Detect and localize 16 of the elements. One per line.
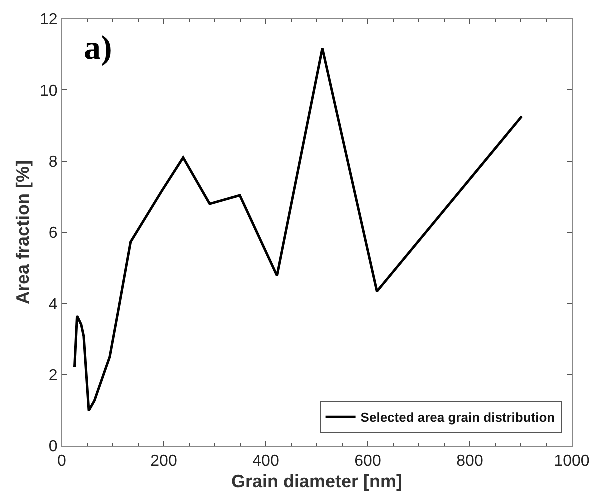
x-tick-label: 1000 xyxy=(554,453,590,470)
y-tick-label: 6 xyxy=(48,225,58,242)
y-tick-label: 12 xyxy=(40,12,58,29)
y-tick-label: 4 xyxy=(48,296,58,314)
x-tick-label: 400 xyxy=(252,453,280,470)
annotation: a) xyxy=(84,30,112,67)
x-tick-label: 800 xyxy=(456,453,484,470)
y-tick-label: 2 xyxy=(48,367,58,384)
y-tick-label: 10 xyxy=(40,82,58,100)
x-tick-label: 200 xyxy=(150,453,178,470)
x-tick-label: 600 xyxy=(354,453,382,470)
x-axis-title: Grain diameter [nm] xyxy=(231,471,403,492)
legend-label: Selected area grain distribution xyxy=(360,410,556,426)
y-tick-label: 8 xyxy=(48,154,58,171)
y-tick-label: 0 xyxy=(48,438,58,456)
y-axis-title: Area fraction [%] xyxy=(13,160,34,305)
